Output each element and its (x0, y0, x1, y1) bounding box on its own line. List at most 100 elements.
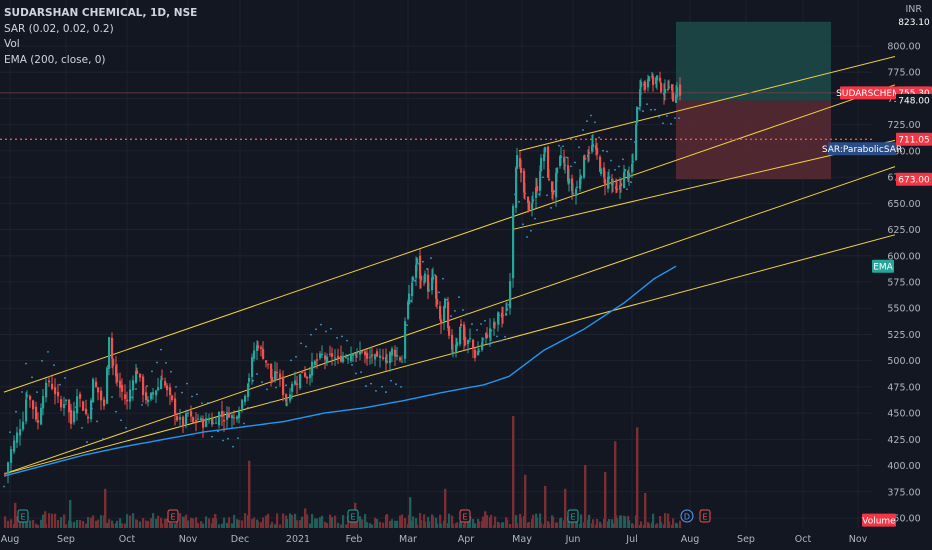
candle-body (379, 355, 382, 358)
sar-dot (390, 379, 392, 382)
sar-dot (566, 156, 568, 159)
volume-bar (97, 519, 100, 528)
volume-bar (286, 519, 289, 528)
volume-bar (469, 515, 472, 528)
candle-body (340, 355, 343, 362)
volume-bar (596, 519, 599, 528)
tag-text: 673.00 (898, 175, 930, 185)
volume-bar (608, 519, 611, 528)
candle-body (667, 89, 670, 91)
price-tick-label: 575.00 (887, 278, 920, 289)
volume-bar (139, 521, 142, 528)
volume-bar (260, 522, 263, 528)
volume-bar (536, 517, 539, 528)
volume-spike (444, 488, 447, 528)
candle-body (270, 363, 273, 379)
sar-dot (120, 419, 122, 422)
candle-body (126, 399, 129, 402)
tag-sar-label[interactable]: SAR:ParabolicSAR (822, 142, 902, 156)
candle-body (135, 371, 138, 383)
marker-dividend[interactable]: E (699, 509, 711, 523)
volume-bar (311, 514, 314, 528)
sar-dot (207, 402, 209, 404)
sar-dot (484, 319, 486, 322)
candle-body (600, 168, 603, 175)
volume-bar (164, 518, 167, 528)
volume-spike (524, 474, 527, 528)
volume-bar (155, 518, 158, 528)
volume-spike (409, 497, 412, 528)
marker-dividend-circle[interactable]: D (680, 509, 694, 523)
tag-volume-label[interactable]: Volume (862, 513, 896, 527)
tag-text: 823.10 (898, 18, 930, 28)
candle-body (624, 169, 627, 171)
volume-bar (309, 523, 312, 528)
sar-dot (438, 291, 440, 294)
sar-dot (410, 300, 412, 302)
price-tick-label: 700.00 (887, 146, 920, 157)
sar-dot (504, 335, 506, 338)
price-tick-label: 650.00 (887, 199, 920, 210)
marker-earnings[interactable]: E (347, 509, 359, 523)
candle-body (326, 356, 329, 363)
volume-bar (331, 517, 334, 528)
candle-body (251, 357, 254, 377)
sar-dot (522, 223, 524, 226)
candle-body (331, 353, 334, 357)
sar-dot (370, 382, 372, 385)
tag-ema-label[interactable]: EMA (872, 259, 894, 273)
volume-bar (648, 523, 651, 528)
sar-dot (642, 110, 644, 112)
legend-symbol[interactable]: SUDARSHAN CHEMICAL, 1D, NSE (4, 7, 198, 19)
candle-body (65, 399, 68, 402)
tag-dotted-level[interactable]: 711.05 (896, 132, 932, 146)
legend-vol[interactable]: Vol (4, 38, 20, 50)
tag-entry[interactable]: 748.00 (896, 94, 932, 108)
marker-dividend[interactable]: E (459, 509, 471, 523)
volume-bar (54, 513, 57, 528)
candle-body (79, 393, 82, 399)
tag-background (862, 513, 896, 527)
volume-bar (640, 521, 643, 528)
tag-top[interactable]: 823.10 (896, 15, 932, 29)
volume-bar (95, 520, 98, 528)
channel-line (3, 234, 896, 475)
legend-ema[interactable]: EMA (200, close, 0) (4, 53, 106, 66)
volume-bar (160, 517, 163, 528)
candle-body (467, 339, 470, 345)
sar-dot (406, 324, 408, 327)
candle-body (527, 196, 530, 203)
candle-body (435, 275, 438, 299)
time-tick-label: Aug (681, 534, 700, 545)
tag-symbol-name[interactable]: SUDARSCHEM (836, 86, 900, 100)
volume-bar (399, 515, 402, 528)
sar-dot (598, 136, 600, 139)
volume-spike (104, 488, 107, 528)
marker-dividend[interactable]: E (167, 509, 179, 523)
channel-line (518, 56, 896, 152)
price-tick-label: 500.00 (887, 356, 920, 367)
candle-body (228, 413, 231, 418)
marker-earnings[interactable]: E (17, 509, 29, 523)
volume-bar (460, 520, 463, 528)
candle-body (57, 391, 60, 397)
volume-bar (92, 515, 95, 528)
tag-stop[interactable]: 673.00 (896, 172, 932, 186)
volume-bar (329, 514, 332, 528)
volume-bar (652, 513, 655, 528)
volume-bar (676, 523, 679, 528)
volume-bar (389, 520, 392, 528)
sar-dot (141, 404, 143, 406)
volume-bar (65, 524, 68, 528)
candle-body (639, 89, 642, 107)
volume-bar (600, 524, 603, 528)
marker-earnings[interactable]: E (567, 509, 579, 523)
candle-body (575, 189, 578, 196)
sar-dot (518, 200, 520, 203)
legend-sar[interactable]: SAR (0.02, 0.02, 0.2) (4, 22, 114, 35)
tag-text: 748.00 (898, 97, 930, 107)
volume-bar (301, 516, 304, 528)
volume-bar (4, 516, 7, 528)
candle-body (334, 357, 337, 359)
